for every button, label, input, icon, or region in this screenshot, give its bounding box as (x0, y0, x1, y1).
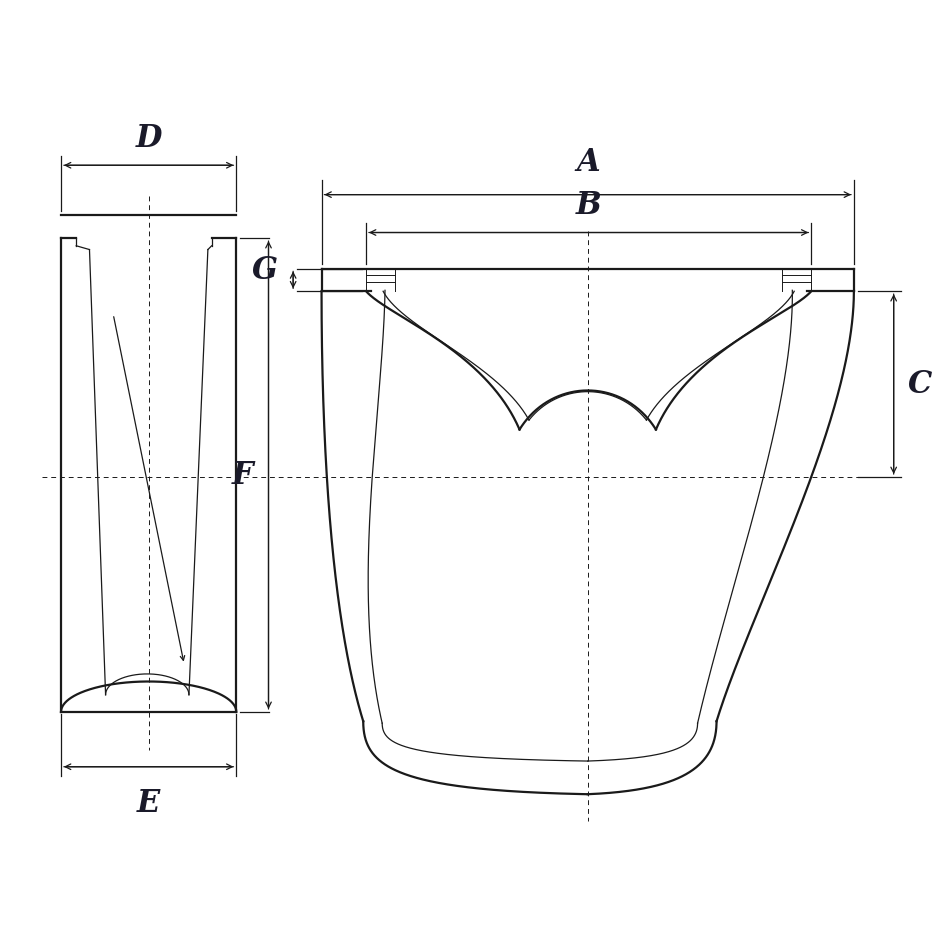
Text: G: G (252, 255, 278, 286)
Text: F: F (232, 460, 254, 490)
Text: E: E (137, 788, 161, 819)
Text: C: C (908, 369, 932, 400)
Text: B: B (576, 190, 601, 221)
Text: D: D (136, 123, 162, 154)
Text: A: A (576, 146, 599, 178)
